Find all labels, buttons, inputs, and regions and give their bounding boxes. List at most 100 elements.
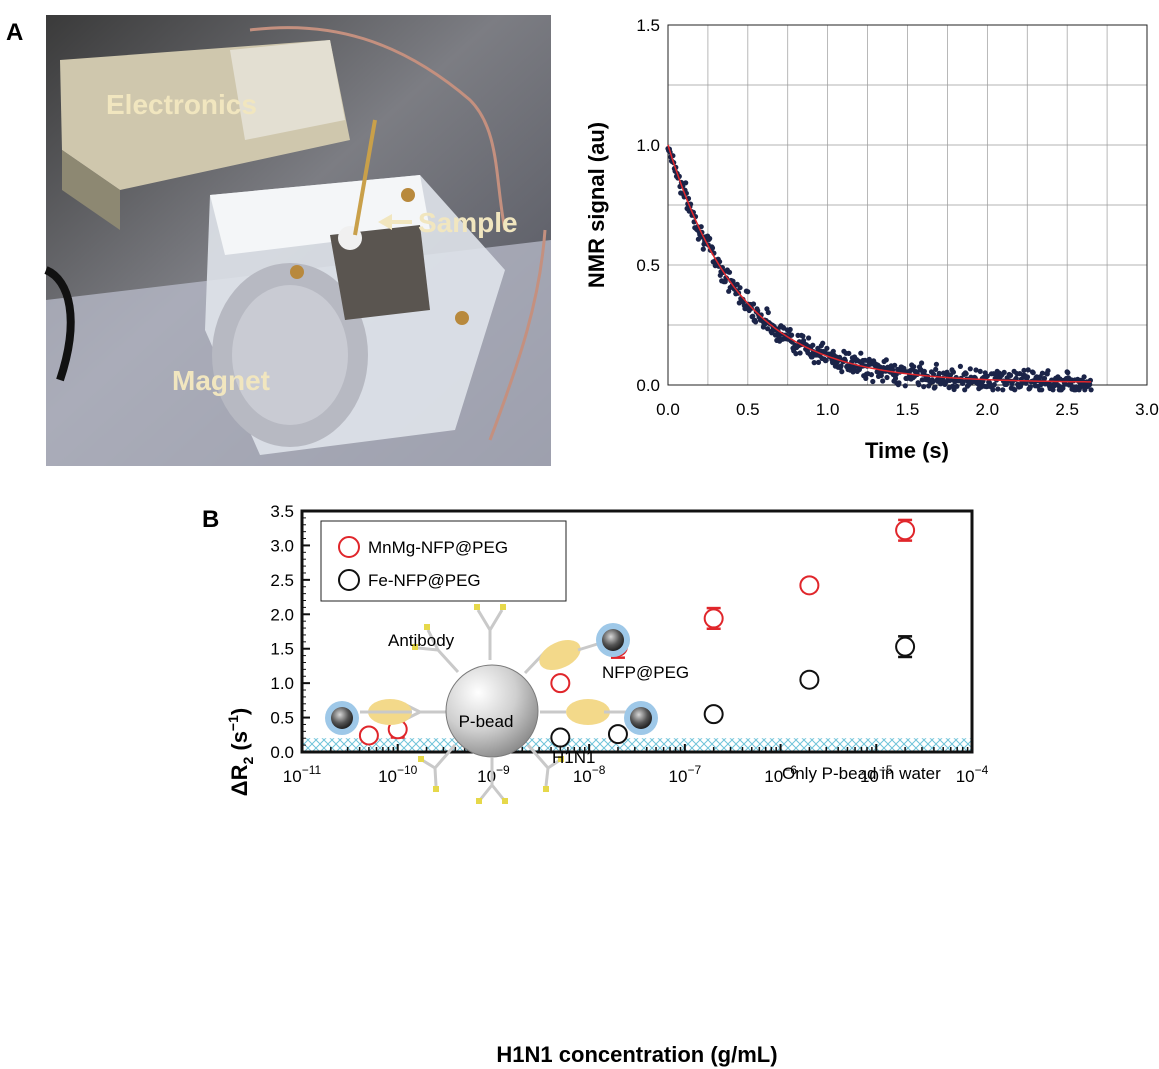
nmr-data-point bbox=[1045, 368, 1051, 374]
nmr-data-point bbox=[737, 285, 743, 291]
nmr-data-point bbox=[838, 363, 844, 369]
nmr-data-point bbox=[830, 348, 836, 354]
virus-blob-right bbox=[566, 699, 610, 725]
nmr-x-tick-label: 2.5 bbox=[1055, 400, 1079, 419]
nmr-data-point bbox=[870, 378, 876, 385]
nmr-data-point bbox=[700, 246, 706, 252]
nmr-data-point bbox=[926, 383, 932, 389]
legend: MnMg-NFP@PEG Fe-NFP@PEG bbox=[320, 520, 567, 602]
nmr-data-point bbox=[806, 335, 812, 341]
nmr-data-point bbox=[1000, 387, 1006, 393]
nmr-data-point bbox=[995, 386, 1001, 392]
nmr-data-point bbox=[863, 375, 869, 381]
r2-x-axis-title: H1N1 concentration (g/mL) bbox=[496, 1042, 777, 1067]
panel-label-a: A bbox=[6, 19, 23, 46]
r2-minor-ticks bbox=[330, 747, 969, 752]
r2-y-tick-label: 1.0 bbox=[270, 674, 294, 693]
nmr-data-point bbox=[884, 374, 890, 381]
nmr-data-point bbox=[1012, 387, 1018, 393]
apparatus-photo: Electronics Sample Magnet bbox=[44, 15, 551, 466]
nmr-data-point bbox=[921, 384, 927, 390]
nmr-data-point bbox=[957, 363, 964, 369]
nmr-data-point bbox=[823, 357, 829, 363]
nmr-data-point bbox=[1008, 372, 1014, 378]
band-label: Only P-bead in water bbox=[782, 764, 941, 783]
nmr-data-point bbox=[765, 326, 771, 332]
r2-x-tick-label: 10−10 bbox=[378, 763, 418, 786]
fe-data-point bbox=[703, 704, 724, 725]
r2-y-tick-label: 3.0 bbox=[270, 536, 294, 555]
nmr-data-point bbox=[1021, 367, 1027, 373]
nmr-data-point bbox=[839, 369, 845, 375]
nmr-y-tick-label: 1.5 bbox=[636, 16, 660, 35]
r2-y-ticks: 0.0 0.5 1.0 1.5 2.0 2.5 3.0 3.5 bbox=[270, 502, 310, 762]
mnmg-data-point bbox=[358, 725, 379, 746]
nmr-x-ticks: 0.0 0.5 1.0 1.5 2.0 2.5 3.0 bbox=[656, 400, 1159, 419]
photo-label-electronics: Electronics bbox=[106, 89, 257, 120]
r2-x-tick-label: 10−7 bbox=[669, 763, 702, 786]
nmr-data-point bbox=[892, 375, 899, 381]
nmr-data-point bbox=[750, 313, 756, 319]
nmr-y-axis-title: NMR signal (au) bbox=[584, 122, 609, 288]
nmr-data-point bbox=[797, 350, 803, 356]
nmr-data-point bbox=[1088, 387, 1094, 393]
nmr-data-point bbox=[984, 373, 990, 379]
nmr-data-point bbox=[960, 379, 966, 385]
nmr-data-point bbox=[933, 366, 939, 372]
r2-x-tick-label: 10−6 bbox=[764, 763, 797, 786]
nmr-grid bbox=[667, 24, 1148, 386]
fe-data-point bbox=[550, 727, 571, 748]
r2-y-axis-title: ΔR2 (s−1) bbox=[225, 708, 256, 796]
nmr-data-point bbox=[789, 332, 795, 338]
panel-label-b: B bbox=[202, 506, 219, 533]
nmr-data-point bbox=[902, 383, 908, 389]
nmr-data-point bbox=[1050, 387, 1056, 393]
nmr-x-tick-label: 1.0 bbox=[816, 400, 840, 419]
nmr-data-point bbox=[810, 342, 816, 348]
p-bead bbox=[445, 664, 539, 758]
p-bead-diagram: P-bead Antibody NFP@PEG H1N1 bbox=[325, 604, 689, 804]
nmr-data-point bbox=[683, 180, 689, 186]
nmr-data-point bbox=[883, 357, 889, 363]
nmr-data-point bbox=[1087, 381, 1093, 388]
nmr-decay-chart: 0.0 0.5 1.0 1.5 0.0 0.5 1.0 1.5 2.0 2.5 3.0 Time … bbox=[584, 16, 1159, 463]
nmr-data-point bbox=[950, 369, 957, 375]
legend-label-fe: Fe-NFP@PEG bbox=[368, 571, 481, 590]
r2-y-title-prefix: ΔR bbox=[227, 764, 252, 796]
r2-x-tick-label: 10−8 bbox=[573, 763, 606, 786]
nmr-data-point bbox=[880, 378, 886, 384]
nmr-data-point bbox=[911, 364, 917, 370]
nmr-data-point bbox=[787, 326, 793, 333]
r2-y-tick-label: 1.5 bbox=[270, 640, 294, 659]
nmr-data-point bbox=[811, 360, 817, 366]
nmr-data-point bbox=[919, 360, 925, 366]
mnmg-data-point bbox=[799, 575, 820, 596]
nmr-data-point bbox=[824, 345, 830, 351]
legend-marker-fe bbox=[338, 569, 360, 591]
nmr-fit-curve bbox=[667, 144, 1092, 383]
nmr-data-point bbox=[1025, 367, 1031, 373]
diagram-label-nfp: NFP@PEG bbox=[602, 663, 689, 682]
r2-x-tick-label: 10−9 bbox=[477, 763, 510, 786]
nmr-data-point bbox=[932, 384, 938, 390]
r2-y-title-sub: 2 bbox=[240, 757, 256, 765]
antibody-tips bbox=[412, 604, 564, 804]
nmr-x-axis-title: Time (s) bbox=[865, 438, 949, 463]
nmr-data-point bbox=[846, 350, 852, 356]
mnmg-data-point bbox=[703, 608, 724, 629]
fe-data-point bbox=[799, 669, 820, 690]
nmr-data-point bbox=[1039, 387, 1045, 393]
nmr-data-point bbox=[753, 319, 759, 325]
photo-label-magnet: Magnet bbox=[172, 365, 270, 396]
nmr-x-tick-label: 3.0 bbox=[1135, 400, 1159, 419]
nmr-data-point bbox=[726, 269, 733, 275]
nmr-x-tick-label: 0.5 bbox=[736, 400, 760, 419]
nmr-data-point bbox=[963, 371, 969, 377]
diagram-label-bead: P-bead bbox=[459, 712, 514, 731]
nmr-data-point bbox=[991, 382, 997, 388]
fe-data-point bbox=[895, 636, 916, 657]
nmr-data-point bbox=[1041, 375, 1048, 381]
nmr-data-point bbox=[1081, 374, 1087, 380]
nmr-data-points bbox=[665, 146, 1094, 393]
